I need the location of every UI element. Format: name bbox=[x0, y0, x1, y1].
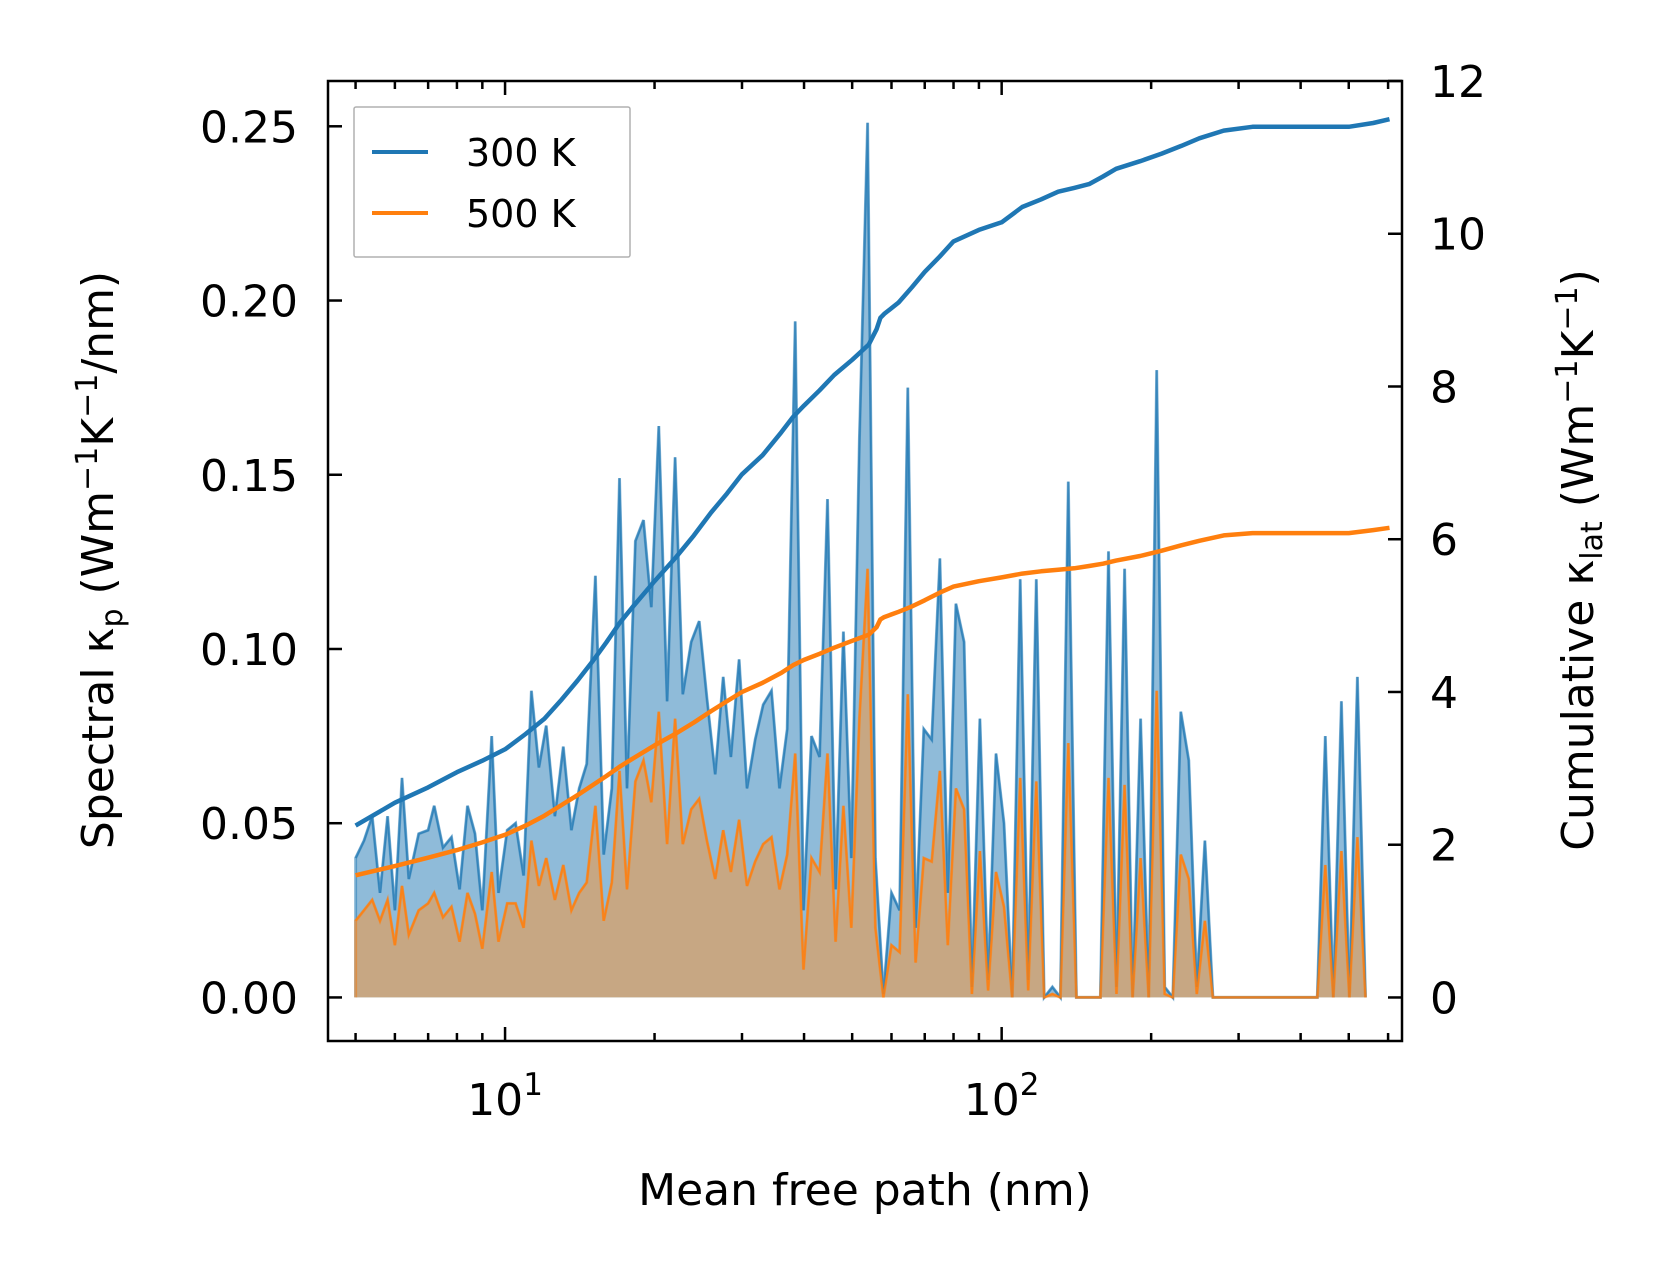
y-left-tick-label: 0.20 bbox=[200, 277, 298, 328]
legend-box bbox=[353, 106, 631, 258]
legend-label-500k: 500 K bbox=[466, 192, 577, 236]
legend: 300 K 500 K bbox=[353, 106, 631, 258]
y-left-tick-label: 0.10 bbox=[200, 625, 298, 676]
y-right-tick-label: 4 bbox=[1430, 668, 1458, 719]
cumulative-line-300k bbox=[354, 117, 1391, 828]
y-left-tick-label: 0.25 bbox=[200, 102, 298, 153]
x-tick-label: 101 bbox=[467, 1067, 543, 1126]
y-left-tick-label: 0.05 bbox=[200, 799, 298, 850]
y-left-tick-label: 0.00 bbox=[200, 973, 298, 1024]
y-right-tick-label: 8 bbox=[1430, 362, 1458, 413]
y-left-tick-label: 0.15 bbox=[200, 451, 298, 502]
plot-frame bbox=[326, 79, 1404, 1043]
cumulative-line-500k bbox=[355, 525, 1390, 878]
legend-label-300k: 300 K bbox=[466, 131, 577, 175]
spectral-lines bbox=[354, 122, 1367, 1001]
axis-ticks bbox=[328, 79, 1402, 1041]
x-axis-title: Mean free path (nm) bbox=[638, 1165, 1092, 1216]
y-right-tick-label: 6 bbox=[1430, 515, 1458, 566]
x-tick-label: 102 bbox=[964, 1067, 1040, 1126]
axis-tick-labels: 101 102 0.00 0.05 0.10 0.15 0.20 0.25 0 2 4 6 8 10 12 bbox=[200, 57, 1486, 1126]
y-right-axis-title: Cumulative κlat (Wm−1K−1) bbox=[1550, 269, 1610, 851]
y-left-axis-title: Spectral κp (Wm−1K−1/nm) bbox=[70, 271, 130, 849]
y-right-tick-label: 2 bbox=[1430, 821, 1458, 872]
y-right-tick-label: 10 bbox=[1430, 210, 1486, 261]
y-right-tick-label: 12 bbox=[1430, 57, 1486, 108]
y-right-tick-label: 0 bbox=[1430, 973, 1458, 1024]
spectral-line-500k bbox=[354, 568, 1367, 999]
cumulative-lines bbox=[354, 117, 1391, 878]
